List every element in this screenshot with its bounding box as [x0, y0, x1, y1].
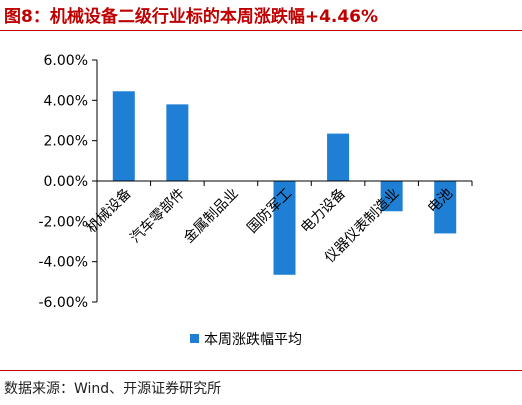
y-tick-label: -6.00%	[38, 295, 88, 311]
y-tick-label: 4.00%	[44, 93, 88, 109]
y-tick-label: 6.00%	[44, 53, 88, 69]
bar	[112, 91, 135, 181]
y-tick-label: -4.00%	[38, 255, 88, 271]
x-tick-label: 机械设备	[83, 185, 135, 237]
bar	[434, 181, 457, 234]
y-tick-label: 0.00%	[44, 174, 88, 190]
footer-divider	[0, 370, 522, 371]
bar	[327, 133, 350, 181]
x-tick-label: 电力设备	[297, 185, 349, 237]
legend-swatch	[190, 334, 199, 343]
bar-chart: 6.00% 4.00% 2.00% 0.00% -2.00% -4.00% -6.00% 机…	[38, 53, 473, 348]
chart-area: 6.00% 4.00% 2.00% 0.00% -2.00% -4.00% -6.00% 机…	[0, 36, 522, 366]
bar	[166, 104, 189, 181]
legend-label: 本周涨跌幅平均	[204, 332, 302, 348]
bars	[112, 91, 457, 275]
y-axis: 6.00% 4.00% 2.00% 0.00% -2.00% -4.00% -6.00%	[38, 53, 98, 311]
title-divider	[0, 30, 522, 31]
x-tick-label: 汽车零部件	[127, 185, 189, 247]
bar	[380, 181, 403, 212]
y-tick-label: -2.00%	[38, 214, 88, 230]
legend: 本周涨跌幅平均	[190, 332, 302, 348]
y-tick-label: 2.00%	[44, 134, 88, 150]
x-tick-label: 金属制品业	[181, 186, 242, 247]
bar	[273, 181, 296, 275]
source-note: 数据来源：Wind、开源证券研究所	[4, 381, 222, 397]
chart-title: 图8：机械设备二级行业标的本周涨跌幅+4.46%	[4, 7, 379, 27]
